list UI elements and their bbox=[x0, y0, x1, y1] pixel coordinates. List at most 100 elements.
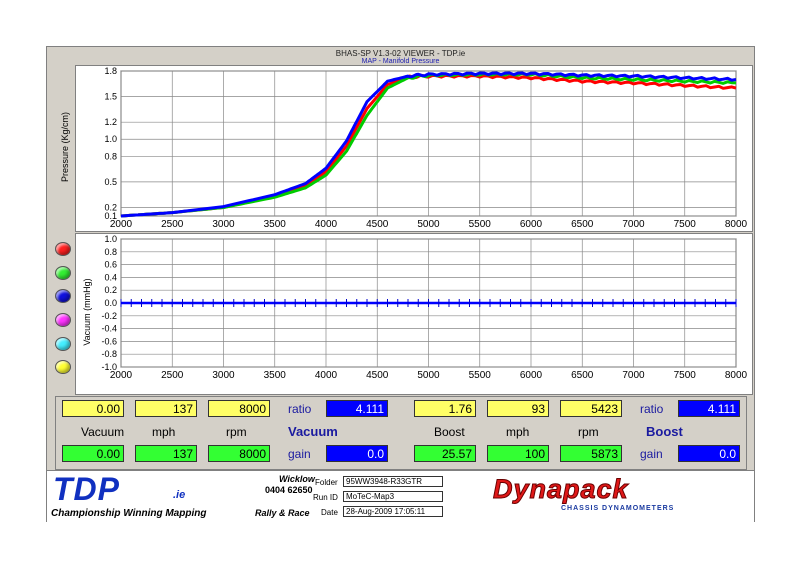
run-led-cyan[interactable] bbox=[55, 337, 71, 351]
boost-gain-value: 0.0 bbox=[678, 445, 740, 462]
pressure-x-tick-label: 6500 bbox=[571, 219, 594, 230]
boost-ratio-value: 4.111 bbox=[678, 400, 740, 417]
runid-label: Run ID bbox=[313, 493, 338, 502]
vacuum-ratio-label: ratio bbox=[288, 402, 312, 416]
date-label: Date bbox=[321, 508, 338, 517]
boost-mph-label: mph bbox=[506, 425, 530, 439]
vacuum-value-2: 0.00 bbox=[62, 445, 124, 462]
vacuum-x-tick-label: 6500 bbox=[571, 370, 594, 381]
folder-label: Folder bbox=[315, 478, 338, 487]
pressure-series-line bbox=[120, 71, 737, 218]
pressure-y-tick-label: 1.8 bbox=[104, 66, 117, 76]
vacuum-y-tick-label: -0.6 bbox=[101, 336, 117, 346]
vacuum-x-tick-label: 6000 bbox=[520, 370, 543, 381]
boost-ratio-label: ratio bbox=[640, 402, 664, 416]
boost-rpm-1: 5423 bbox=[560, 400, 622, 417]
vacuum-x-tick-label: 2000 bbox=[110, 370, 133, 381]
vacuum-y-tick-label: -0.2 bbox=[101, 311, 117, 321]
run-led-blue[interactable] bbox=[55, 289, 71, 303]
tagline-rally: Rally & Race bbox=[255, 508, 310, 518]
window-title: BHAS-SP V1.3-02 VIEWER - TDP.ie bbox=[335, 49, 466, 58]
vacuum-y-tick-label: 1.0 bbox=[104, 234, 117, 244]
pressure-x-tick-label: 5000 bbox=[417, 219, 440, 230]
vacuum-ratio-value: 4.111 bbox=[326, 400, 388, 417]
vacuum-x-tick-label: 5500 bbox=[469, 370, 492, 381]
vacuum-y-tick-label: -0.4 bbox=[101, 324, 117, 334]
vacuum-rpm-label: rpm bbox=[226, 425, 247, 439]
vacuum-rpm-2: 8000 bbox=[208, 445, 270, 462]
run-led-green[interactable] bbox=[55, 266, 71, 280]
vacuum-y-tick-label: 0.6 bbox=[104, 260, 117, 270]
dynapack-subtitle: CHASSIS DYNAMOMETERS bbox=[561, 505, 675, 512]
boost-value-1: 1.76 bbox=[414, 400, 476, 417]
vacuum-group-title: Vacuum bbox=[288, 424, 338, 439]
pressure-y-tick-label: 0.5 bbox=[104, 177, 117, 187]
vacuum-y-tick-label: -1.0 bbox=[101, 362, 117, 372]
vacuum-x-tick-label: 3000 bbox=[212, 370, 235, 381]
boost-mph-1: 93 bbox=[487, 400, 549, 417]
pressure-chart: 2000 2500 3000 3500 4000 4500 5000 5500 6000 6500… bbox=[75, 65, 753, 232]
pressure-x-tick-label: 8000 bbox=[725, 219, 748, 230]
pressure-y-tick-label: 1.5 bbox=[104, 92, 117, 102]
vacuum-chart: 2000 2500 3000 3500 4000 4500 5000 5500 6000 6500… bbox=[75, 233, 753, 395]
vacuum-y-tick-label: 0.2 bbox=[104, 285, 117, 295]
vacuum-x-tick-label: 8000 bbox=[725, 370, 748, 381]
pressure-x-tick-label: 4500 bbox=[366, 219, 389, 230]
boost-label: Boost bbox=[434, 425, 465, 439]
pressure-y-tick-label: 0.1 bbox=[104, 211, 117, 221]
vacuum-gain-label: gain bbox=[288, 447, 311, 461]
vacuum-axis-label-text: Vacuum (mmHg) bbox=[82, 278, 92, 345]
vacuum-x-tick-label: 7000 bbox=[622, 370, 645, 381]
pressure-chart-svg: 2000 2500 3000 3500 4000 4500 5000 5500 6000 6500… bbox=[104, 66, 748, 230]
folder-field: 95WW3948-R33GTR bbox=[343, 476, 443, 487]
readout-panel: 0.00 137 8000 ratio 4.111 Vacuum mph rpm… bbox=[55, 396, 747, 470]
pressure-axis-label: Pressure (Kg/cm) bbox=[55, 67, 73, 227]
boost-mph-2: 100 bbox=[487, 445, 549, 462]
pressure-x-tick-label: 2500 bbox=[161, 219, 184, 230]
run-led-yellow[interactable] bbox=[55, 360, 71, 374]
vacuum-x-tick-label: 4000 bbox=[315, 370, 338, 381]
runid-field: MoTeC-Map3 bbox=[343, 491, 443, 502]
boost-group-title: Boost bbox=[646, 424, 683, 439]
vacuum-x-tick-label: 7500 bbox=[674, 370, 697, 381]
date-field: 28-Aug-2009 17:05:11 bbox=[343, 506, 443, 517]
pressure-x-tick-label: 4000 bbox=[315, 219, 338, 230]
vacuum-mph-label: mph bbox=[152, 425, 176, 439]
phone: 0404 62650 bbox=[265, 485, 313, 495]
vacuum-y-tick-label: -0.8 bbox=[101, 349, 117, 359]
pressure-y-tick-label: 0.2 bbox=[104, 202, 117, 212]
tagline: Championship Winning Mapping bbox=[51, 508, 207, 519]
chart-subtitle: MAP - Manifold Pressure bbox=[361, 58, 440, 65]
pressure-x-tick-label: 6000 bbox=[520, 219, 543, 230]
pressure-x-tick-label: 2000 bbox=[110, 219, 133, 230]
vacuum-y-tick-label: 0.4 bbox=[104, 272, 117, 282]
pressure-series-line bbox=[120, 71, 737, 218]
pressure-x-tick-label: 7500 bbox=[674, 219, 697, 230]
run-led-magenta[interactable] bbox=[55, 313, 71, 327]
vacuum-label: Vacuum bbox=[81, 425, 125, 439]
vacuum-y-tick-label: 0.0 bbox=[104, 298, 117, 308]
vacuum-x-tick-label: 2500 bbox=[161, 370, 184, 381]
pressure-y-tick-label: 1.0 bbox=[104, 134, 117, 144]
vacuum-chart-svg: 2000 2500 3000 3500 4000 4500 5000 5500 6000 6500… bbox=[101, 234, 748, 381]
pressure-axis-label-text: Pressure (Kg/cm) bbox=[60, 112, 70, 182]
boost-gain-label: gain bbox=[640, 447, 663, 461]
dynapack-logo: Dynapack bbox=[493, 474, 629, 504]
pressure-x-tick-label: 5500 bbox=[469, 219, 492, 230]
boost-rpm-label: rpm bbox=[578, 425, 599, 439]
footer-banner: TDP .ie Championship Winning Mapping Ral… bbox=[47, 470, 754, 522]
viewer-window: BHAS-SP V1.3-02 VIEWER - TDP.ie MAP - Ma… bbox=[46, 46, 755, 522]
pressure-x-tick-label: 7000 bbox=[622, 219, 645, 230]
vacuum-x-tick-label: 3500 bbox=[264, 370, 287, 381]
vacuum-y-tick-label: 0.8 bbox=[104, 247, 117, 257]
tdp-logo: TDP bbox=[53, 471, 120, 507]
run-led-red[interactable] bbox=[55, 242, 71, 256]
vacuum-x-tick-label: 5000 bbox=[417, 370, 440, 381]
boost-rpm-2: 5873 bbox=[560, 445, 622, 462]
vacuum-mph-1: 137 bbox=[135, 400, 197, 417]
pressure-x-tick-label: 3000 bbox=[212, 219, 235, 230]
pressure-x-tick-label: 3500 bbox=[264, 219, 287, 230]
vacuum-gain-value: 0.0 bbox=[326, 445, 388, 462]
pressure-y-tick-label: 1.2 bbox=[104, 117, 117, 127]
vacuum-x-tick-label: 4500 bbox=[366, 370, 389, 381]
